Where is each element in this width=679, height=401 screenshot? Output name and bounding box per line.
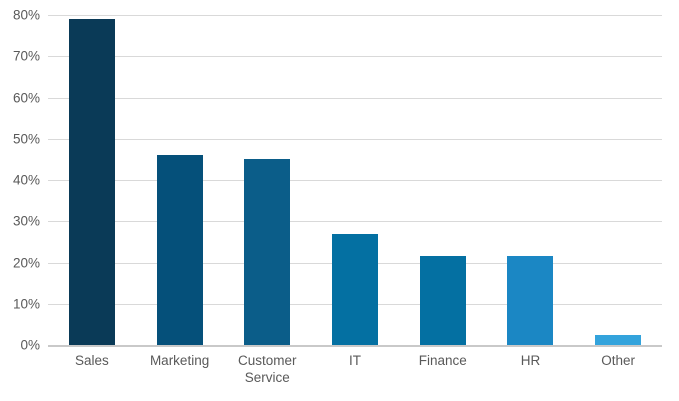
gridline	[48, 97, 662, 99]
bar-other	[595, 334, 642, 345]
plot-area	[48, 15, 662, 347]
bars-group	[48, 15, 662, 345]
y-axis-tick-label: 60%	[12, 90, 40, 105]
bar-slot-it	[311, 15, 399, 345]
bar-slot-sales	[48, 15, 136, 345]
bar-slot-finance	[399, 15, 487, 345]
gridline	[48, 180, 662, 181]
x-axis-label-marketing: Marketing	[149, 353, 210, 368]
y-axis-tick-label: 30%	[12, 213, 40, 229]
bar-slot-hr	[487, 15, 575, 345]
y-axis-tick-label: 80%	[12, 7, 40, 23]
bar-slot-other	[574, 15, 662, 345]
bar-customer-service	[244, 159, 291, 345]
x-axis-label-customer-service: Customer Service	[238, 353, 297, 385]
gridline	[48, 138, 662, 140]
y-axis: 0% 10% 20% 30% 40% 50% 60% 70% 80%	[0, 8, 40, 353]
x-axis: Sales Marketing Customer Service IT Finance H…	[48, 353, 662, 387]
y-axis-tick-label: 0%	[20, 337, 40, 353]
bar-hr	[507, 256, 554, 345]
x-axis-label-hr: HR	[520, 353, 541, 368]
y-axis-tick-label: 20%	[12, 255, 40, 270]
y-axis-tick-label: 50%	[12, 131, 40, 147]
gridline	[48, 221, 662, 223]
x-axis-label-finance: Finance	[418, 353, 467, 368]
gridline	[48, 15, 662, 16]
bar-slot-marketing	[136, 15, 224, 345]
bar-finance	[419, 256, 466, 345]
bar-marketing	[156, 155, 203, 345]
gridline	[48, 56, 662, 58]
bar-it	[332, 233, 379, 345]
bar-sales	[68, 19, 115, 345]
y-axis-tick-label: 10%	[12, 296, 40, 312]
x-axis-label-other: Other	[601, 353, 636, 368]
y-axis-tick-label: 40%	[12, 172, 40, 188]
x-axis-label-sales: Sales	[74, 353, 109, 368]
x-axis-label-it: IT	[349, 353, 362, 368]
bar-slot-customer-service	[223, 15, 311, 345]
y-axis-tick-label: 70%	[12, 48, 40, 64]
